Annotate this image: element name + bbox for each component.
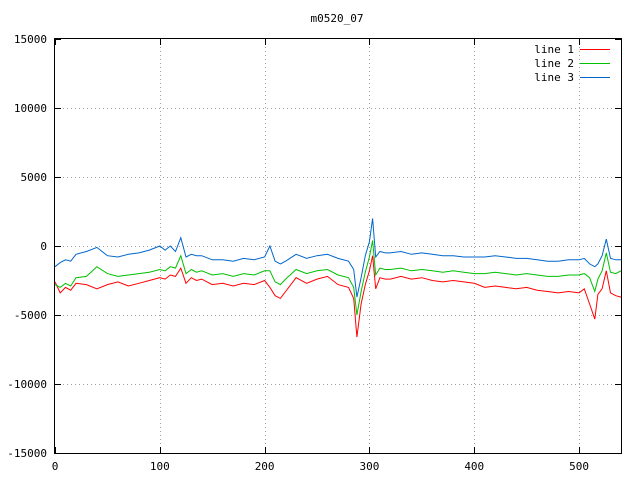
x-tick-label: 400 [464,460,484,473]
y-tick-label: 15000 [14,33,47,46]
legend-label-1: line 1 [534,43,574,56]
x-tick-label: 0 [52,460,59,473]
legend-label-2: line 2 [534,57,574,70]
series-line-1 [54,255,622,338]
legend-label-3: line 3 [534,71,574,84]
series-lines [54,218,622,338]
series-line-3 [54,218,621,298]
y-tick-label: 5000 [21,171,48,184]
grid [55,39,621,453]
y-tick-label: -15000 [7,447,47,460]
x-tick-label: 500 [569,460,589,473]
plot-frame [54,38,622,454]
series-line-2 [54,240,622,316]
y-tick-label: -10000 [7,378,47,391]
y-tick-label: 0 [40,240,47,253]
y-tick-label: 10000 [14,102,47,115]
axis-ticks: 0 100 200 300 400 500 -15000 -10000 -5000 0 5000 10… [7,33,621,473]
y-tick-label: -5000 [14,309,47,322]
x-tick-label: 300 [360,460,380,473]
x-tick-label: 100 [150,460,170,473]
chart-title: m0520_07 [311,12,364,25]
x-tick-label: 200 [255,460,275,473]
